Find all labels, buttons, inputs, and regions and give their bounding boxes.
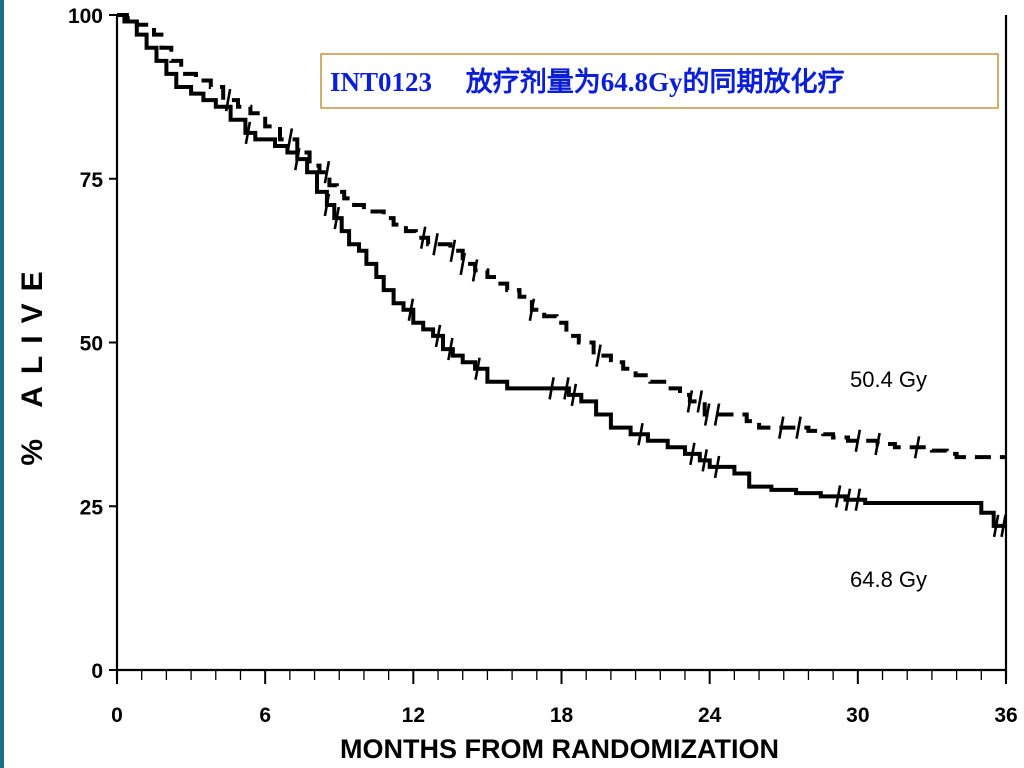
x-tick-label: 12 xyxy=(402,704,425,727)
censor-mark xyxy=(447,337,454,361)
censor-mark xyxy=(449,239,457,263)
censor-mark xyxy=(689,442,696,466)
x-tick-label: 0 xyxy=(111,704,123,727)
censor-mark xyxy=(570,383,578,407)
survival-curves xyxy=(117,13,1006,528)
x-tick-label: 30 xyxy=(846,704,869,727)
series-label-64-8-gy: 64.8 Gy xyxy=(850,567,927,592)
y-tick-labels: 0 25 50 75 100 xyxy=(68,5,103,683)
censor-mark xyxy=(834,485,842,508)
x-tick-label: 24 xyxy=(698,704,722,727)
censor-mark xyxy=(471,259,479,282)
censor-mark xyxy=(563,377,570,400)
censor-mark xyxy=(528,298,536,321)
censor-mark xyxy=(419,226,427,249)
censor-mark xyxy=(595,344,602,367)
series-label-50-4-gy: 50.4 Gy xyxy=(850,367,927,392)
censor-mark xyxy=(854,488,862,511)
annotation-text: INT0123 放疗剂量为64.8Gy的同期放化疗 xyxy=(330,66,845,97)
censor-mark xyxy=(224,88,232,112)
censor-mark xyxy=(548,377,555,400)
y-tick-label: 100 xyxy=(68,5,103,28)
censor-mark xyxy=(432,233,439,256)
censor-mark xyxy=(293,147,301,171)
major-tick-marks xyxy=(109,14,1007,684)
y-tick-label: 0 xyxy=(91,660,103,683)
censor-mark xyxy=(459,252,467,276)
censor-mark xyxy=(854,429,862,452)
annotation-box: INT0123 放疗剂量为64.8Gy的同期放化疗 xyxy=(320,53,999,109)
y-axis-label: % ALIVE xyxy=(16,259,49,465)
censor-mark xyxy=(434,324,442,348)
series-line-50-4-gy xyxy=(117,13,1006,460)
censor-mark xyxy=(703,403,711,426)
censor-mark xyxy=(696,390,704,413)
y-tick-label: 25 xyxy=(80,496,104,519)
censor-mark xyxy=(992,514,1000,538)
censor-mark xyxy=(701,449,709,472)
censor-mark xyxy=(333,206,341,230)
censor-mark xyxy=(407,298,415,321)
x-tick-label: 18 xyxy=(550,704,574,727)
censor-mark xyxy=(713,455,721,479)
left-window-edge xyxy=(0,0,4,768)
censor-mark xyxy=(474,357,481,380)
minor-tick-marks xyxy=(116,670,1007,680)
y-tick-label: 50 xyxy=(80,333,103,356)
x-tick-labels: 0 6 12 18 24 30 36 xyxy=(111,704,1018,727)
censor-marks xyxy=(224,88,1007,538)
censor-mark xyxy=(844,488,852,511)
x-tick-label: 36 xyxy=(994,704,1017,727)
censor-mark xyxy=(286,128,294,151)
censor-mark xyxy=(244,121,252,145)
y-tick-label: 75 xyxy=(80,169,104,192)
censor-mark xyxy=(1000,514,1007,538)
censor-mark xyxy=(323,160,331,184)
censor-mark xyxy=(913,436,921,459)
series-line-64-8-gy xyxy=(117,13,1006,528)
censor-mark xyxy=(637,422,644,446)
censor-mark xyxy=(778,416,785,439)
censor-mark xyxy=(323,193,331,217)
censor-mark xyxy=(795,416,802,439)
censor-mark xyxy=(874,432,881,456)
censor-mark xyxy=(686,390,694,413)
x-axis-label: MONTHS FROM RANDOMIZATION xyxy=(340,734,779,764)
x-tick-label: 6 xyxy=(259,704,271,727)
censor-mark xyxy=(713,403,721,426)
